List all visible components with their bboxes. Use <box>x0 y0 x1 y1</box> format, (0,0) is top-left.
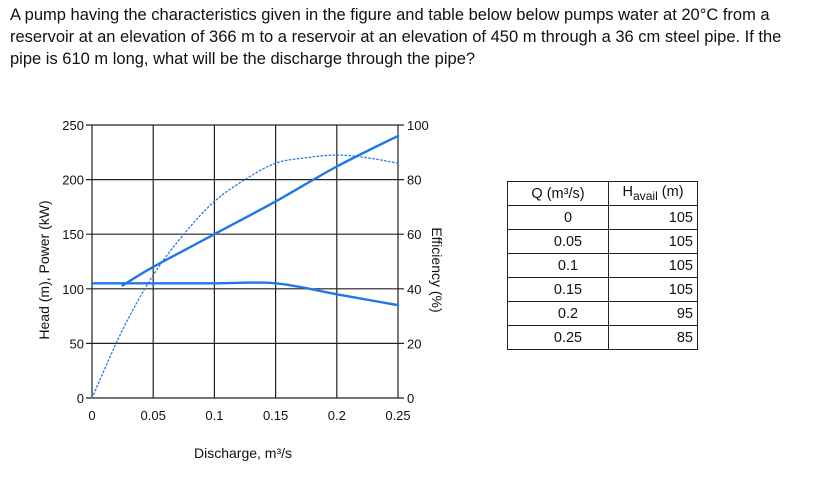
table-row: 0.15 105 <box>507 277 698 302</box>
table-header-q: Q (m³/s) <box>507 181 609 206</box>
table-cell-h: 105 <box>608 229 698 254</box>
q-h-table: Q (m³/s) Havail (m) 0 105 0.05 105 0.1 105 0.1… <box>507 181 698 350</box>
table-cell-q: 0.2 <box>507 301 609 326</box>
x-axis-label: Discharge, m³/s <box>194 445 292 461</box>
x-tick-label: 0 <box>88 408 95 423</box>
table-cell-q: 0.05 <box>507 229 609 254</box>
y2-axis-label: Efficiency (%) <box>429 227 445 312</box>
y2-tick-label: 100 <box>407 118 429 133</box>
y-tick-label: 200 <box>62 173 84 188</box>
table-header-h-main: H <box>622 184 633 201</box>
y-tick-label: 150 <box>62 227 84 242</box>
x-tick-label: 0.25 <box>385 408 410 423</box>
chart-curves <box>90 134 400 399</box>
table-row: 0.2 95 <box>507 301 698 326</box>
table-cell-h: 95 <box>608 301 698 326</box>
y2-tick-label: 80 <box>407 173 421 188</box>
y-axis-label: Head (m), Power (kW) <box>36 200 52 339</box>
x-tick-label: 0.1 <box>205 408 223 423</box>
power-curve <box>121 134 400 287</box>
chart-grid <box>86 124 404 399</box>
table-cell-h: 85 <box>608 325 698 350</box>
table-cell-q: 0 <box>507 205 609 230</box>
table-cell-h: 105 <box>608 277 698 302</box>
x-tick-label: 0.15 <box>263 408 288 423</box>
table-header-h-unit: (m) <box>657 184 684 201</box>
table-header-h-sub: avail <box>632 188 658 203</box>
y-tick-label: 250 <box>62 118 84 133</box>
y2-tick-label: 20 <box>407 336 421 351</box>
x-tick-label: 0.2 <box>328 408 346 423</box>
y-tick-label: 100 <box>62 282 84 297</box>
table-cell-q: 0.25 <box>507 325 609 350</box>
table-row: 0 105 <box>507 205 698 230</box>
table-row: 0.05 105 <box>507 229 698 254</box>
y2-tick-label: 40 <box>407 282 421 297</box>
table-cell-h: 105 <box>608 205 698 230</box>
table-cell-q: 0.15 <box>507 277 609 302</box>
x-tick-label: 0.05 <box>141 408 166 423</box>
y-tick-label: 0 <box>77 391 84 406</box>
problem-statement: A pump having the characteristics given … <box>10 6 782 68</box>
head-curve <box>90 281 400 307</box>
table-cell-q: 0.1 <box>507 253 609 278</box>
chart-ticks: 0 0.05 0.1 0.15 0.2 0.25 0 50 100 150 200 250 0 20 40 6… <box>62 118 428 423</box>
efficiency-curve <box>91 154 399 399</box>
y-tick-label: 50 <box>70 336 84 351</box>
table-row: 0.1 105 <box>507 253 698 278</box>
y2-tick-label: 0 <box>407 391 414 406</box>
y2-tick-label: 60 <box>407 227 421 242</box>
table-header-h: Havail (m) <box>608 181 698 206</box>
table-cell-h: 105 <box>608 253 698 278</box>
table-row: 0.25 85 <box>507 325 698 350</box>
